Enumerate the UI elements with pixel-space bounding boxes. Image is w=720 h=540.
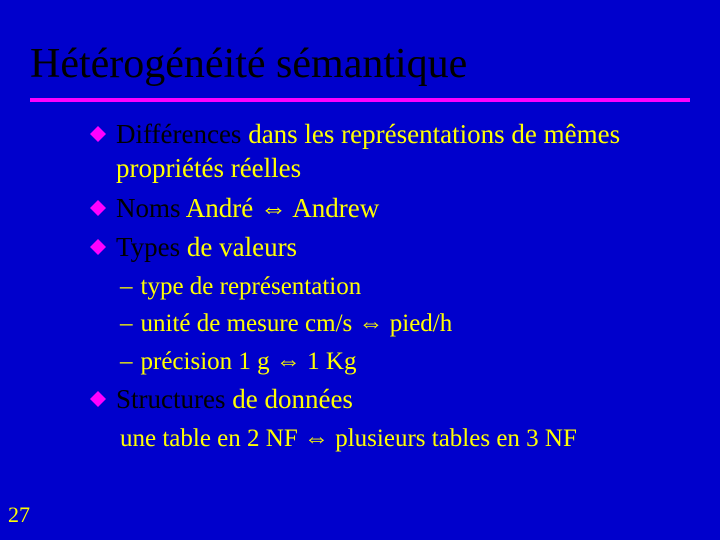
dash-icon: – <box>120 308 133 339</box>
bullet-lead: Noms <box>116 193 181 223</box>
bullet-rest: André ⇔ Andrew <box>181 193 380 223</box>
slide: Hétérogénéité sémantique Différences dan… <box>0 0 720 540</box>
dash-icon: – <box>120 271 133 302</box>
sub-bullet-text: unité de mesure cm/s ⇔ pied/h <box>141 308 691 339</box>
page-title: Hétérogénéité sémantique <box>30 40 467 88</box>
bullet-differences: Différences dans les représentations de … <box>90 118 690 186</box>
title-underline <box>30 98 690 102</box>
slide-number: 27 <box>8 502 30 528</box>
bullet-structures: Structures de données <box>90 383 690 417</box>
bullet-text: Structures de données <box>116 383 690 417</box>
bullet-lead: Types <box>116 232 180 262</box>
bullet-rest: de valeurs <box>180 232 297 262</box>
bullet-rest: de données <box>225 384 352 414</box>
diamond-icon <box>90 239 106 255</box>
dash-icon: – <box>120 346 133 377</box>
diamond-icon <box>90 126 106 142</box>
bullet-lead: Structures <box>116 384 225 414</box>
sub-line-text: une table en 2 NF ⇔ plusieurs tables en … <box>120 423 690 454</box>
bullet-text: Types de valeurs <box>116 231 690 265</box>
bullet-lead: Différences <box>116 119 241 149</box>
bullet-types: Types de valeurs <box>90 231 690 265</box>
bullet-text: Noms André ⇔ Andrew <box>116 192 690 226</box>
bullet-noms: Noms André ⇔ Andrew <box>90 192 690 226</box>
sub-bullet-text: précision 1 g ⇔ 1 Kg <box>141 346 691 377</box>
sub-line-structures: une table en 2 NF ⇔ plusieurs tables en … <box>120 423 690 454</box>
sub-bullet-unite: – unité de mesure cm/s ⇔ pied/h <box>120 308 690 339</box>
content-area: Différences dans les représentations de … <box>90 118 690 460</box>
sub-bullet-precision: – précision 1 g ⇔ 1 Kg <box>120 346 690 377</box>
sub-bullet-type-repr: – type de représentation <box>120 271 690 302</box>
diamond-icon <box>90 200 106 216</box>
sub-bullet-text: type de représentation <box>141 271 691 302</box>
bullet-text: Différences dans les représentations de … <box>116 118 690 186</box>
diamond-icon <box>90 391 106 407</box>
